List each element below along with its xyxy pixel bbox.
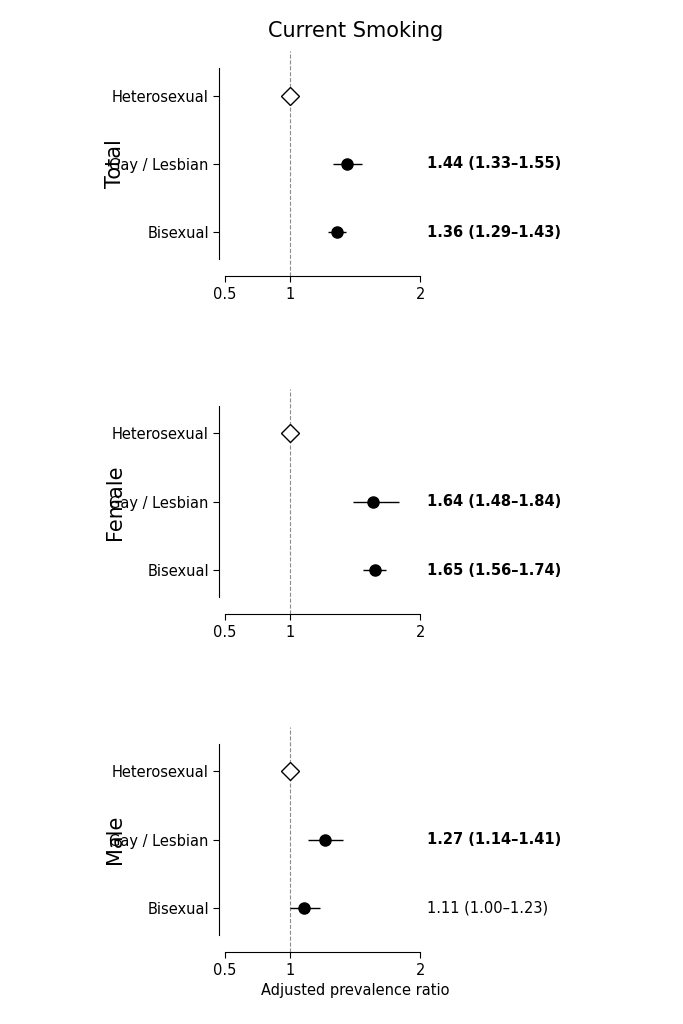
Text: 1.44 (1.33–1.55): 1.44 (1.33–1.55)	[427, 157, 561, 171]
Title: Current Smoking: Current Smoking	[268, 22, 443, 41]
Text: 1.65 (1.56–1.74): 1.65 (1.56–1.74)	[427, 562, 561, 578]
Text: Male: Male	[104, 815, 125, 864]
X-axis label: Adjusted prevalence ratio: Adjusted prevalence ratio	[261, 983, 449, 998]
Text: 1.11 (1.00–1.23): 1.11 (1.00–1.23)	[427, 900, 548, 915]
Text: Female: Female	[104, 464, 125, 540]
Text: 1.36 (1.29–1.43): 1.36 (1.29–1.43)	[427, 224, 561, 240]
Text: Total: Total	[104, 139, 125, 188]
Text: 1.64 (1.48–1.84): 1.64 (1.48–1.84)	[427, 495, 561, 509]
Text: 1.27 (1.14–1.41): 1.27 (1.14–1.41)	[427, 833, 561, 847]
